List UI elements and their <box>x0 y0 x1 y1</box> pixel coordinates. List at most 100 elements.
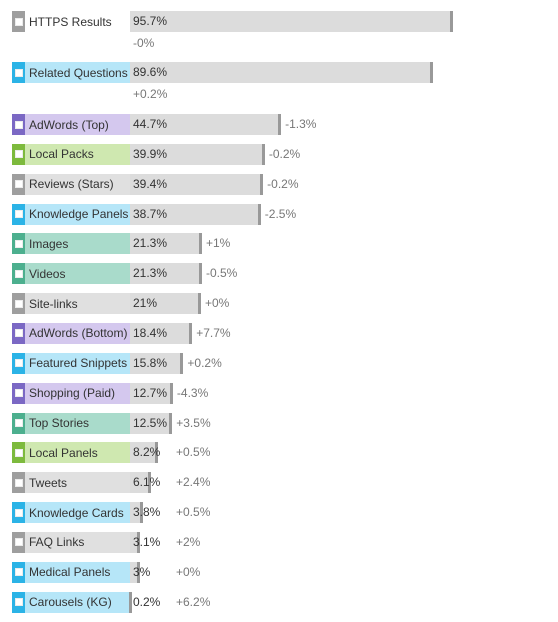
series-color-swatch <box>12 442 25 464</box>
value-label: 39.9% <box>133 146 168 161</box>
change-label: -4.3% <box>176 385 209 400</box>
bar-row: Top Stories 12.5% +3.5% <box>12 412 528 434</box>
category-label-block: Knowledge Cards <box>12 502 130 524</box>
change-label: +3.5% <box>176 415 211 430</box>
toggle-checkbox[interactable] <box>14 508 23 517</box>
category-label-block: Shopping (Paid) <box>12 382 130 404</box>
category-label: Local Panels <box>29 445 98 460</box>
category-label: Local Packs <box>29 147 94 162</box>
value-label: 12.7% <box>133 385 168 400</box>
series-color-swatch <box>12 233 25 255</box>
category-label: Shopping (Paid) <box>29 386 116 401</box>
value-bar-edge <box>260 173 264 195</box>
value-bar-edge <box>278 114 282 135</box>
value-bar-edge <box>261 143 265 165</box>
bar-row: Images 21.3% +1% <box>12 233 528 255</box>
toggle-checkbox[interactable] <box>14 448 23 457</box>
value-bar <box>130 293 201 315</box>
series-color-swatch <box>12 114 25 135</box>
bar-row: Shopping (Paid) 12.7% -4.3% <box>12 382 528 404</box>
toggle-checkbox[interactable] <box>14 17 23 26</box>
value-bar-edge <box>137 531 141 553</box>
value-bar-edge <box>198 233 202 255</box>
series-color-swatch <box>12 203 25 225</box>
toggle-checkbox[interactable] <box>14 239 23 248</box>
series-color-swatch <box>12 591 25 613</box>
toggle-checkbox[interactable] <box>14 568 23 577</box>
series-color-swatch <box>12 62 25 83</box>
category-label: FAQ Links <box>29 535 85 550</box>
change-label: +0.5% <box>176 445 211 460</box>
series-color-swatch <box>12 472 25 494</box>
bar-row: Medical Panels 3% +0% <box>12 561 528 583</box>
bar-row: FAQ Links 3.1% +2% <box>12 531 528 553</box>
value-bar <box>130 352 184 374</box>
toggle-checkbox[interactable] <box>14 419 23 427</box>
toggle-checkbox[interactable] <box>14 329 23 338</box>
value-label: 21.3% <box>133 236 168 251</box>
series-color-swatch <box>12 143 25 165</box>
change-label: +0% <box>204 296 230 311</box>
value-bar <box>130 11 454 32</box>
change-label: +7.7% <box>196 325 231 340</box>
category-label-block: Images <box>12 233 130 255</box>
value-label: 21.3% <box>133 266 168 281</box>
value-label: 6.1% <box>133 475 161 490</box>
toggle-checkbox[interactable] <box>14 389 23 398</box>
value-bar-edge <box>139 502 143 524</box>
category-label: AdWords (Bottom) <box>29 326 128 341</box>
category-label: Top Stories <box>29 416 90 430</box>
series-color-swatch <box>12 293 25 315</box>
value-bar-edge <box>154 442 158 464</box>
toggle-checkbox[interactable] <box>14 478 23 487</box>
value-bar-edge <box>450 11 454 32</box>
change-label: +0.2% <box>187 355 222 370</box>
change-label: -2.5% <box>264 206 297 221</box>
value-label: 44.7% <box>133 117 168 131</box>
category-label: Knowledge Cards <box>29 505 124 520</box>
value-bar <box>130 263 202 285</box>
value-label: 39.4% <box>133 176 168 191</box>
value-label: 0.2% <box>133 594 161 609</box>
value-bar <box>130 62 433 83</box>
value-label: 15.8% <box>133 355 168 370</box>
category-label-block: Knowledge Panels <box>12 203 130 225</box>
bar-row: AdWords (Bottom) 18.4% +7.7% <box>12 322 528 344</box>
value-label: 89.6% <box>133 65 168 79</box>
category-label-block: Top Stories <box>12 412 130 434</box>
toggle-checkbox[interactable] <box>14 269 23 278</box>
toggle-checkbox[interactable] <box>14 210 23 219</box>
value-bar-edge <box>429 62 433 83</box>
bar-row: Related Questions 89.6% +0.2% <box>12 62 528 101</box>
toggle-checkbox[interactable] <box>14 120 23 129</box>
category-label: Site-links <box>29 296 78 311</box>
toggle-checkbox[interactable] <box>14 180 23 189</box>
toggle-checkbox[interactable] <box>14 359 23 368</box>
series-color-swatch <box>12 352 25 374</box>
change-label: +6.2% <box>176 594 211 609</box>
toggle-checkbox[interactable] <box>14 598 23 607</box>
toggle-checkbox[interactable] <box>14 538 23 547</box>
toggle-checkbox[interactable] <box>14 299 23 308</box>
category-label-block: Videos <box>12 263 130 285</box>
series-color-swatch <box>12 322 25 344</box>
toggle-checkbox[interactable] <box>14 150 23 159</box>
value-bar <box>130 561 141 583</box>
series-color-swatch <box>12 502 25 524</box>
category-label: Featured Snippets <box>29 356 128 371</box>
bar-row: Local Packs 39.9% -0.2% <box>12 143 528 165</box>
series-color-swatch <box>12 263 25 285</box>
value-bar-edge <box>198 263 202 285</box>
value-label: 95.7% <box>133 14 168 28</box>
toggle-checkbox[interactable] <box>14 68 23 77</box>
category-label-block: Site-links <box>12 293 130 315</box>
bar-row: Knowledge Cards 3.8% +0.5% <box>12 502 528 524</box>
value-label: 12.5% <box>133 415 168 430</box>
bar-row: AdWords (Top) 44.7% -1.3% <box>12 114 528 135</box>
value-bar <box>130 382 173 404</box>
category-label-block: Featured Snippets <box>12 352 130 374</box>
bar-row: Tweets 6.1% +2.4% <box>12 472 528 494</box>
value-bar-edge <box>147 472 151 494</box>
category-label: Carousels (KG) <box>29 595 112 610</box>
change-label: +0.2% <box>133 87 168 101</box>
